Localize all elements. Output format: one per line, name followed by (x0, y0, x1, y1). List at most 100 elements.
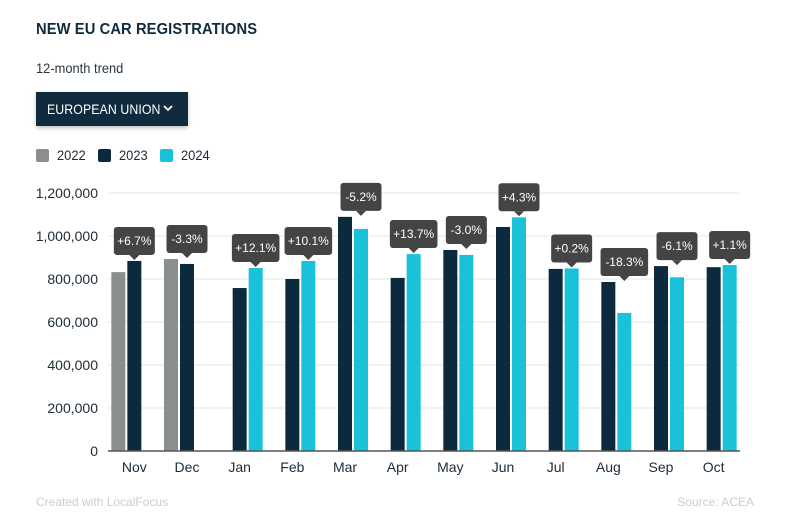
tooltip-arrow (566, 262, 577, 268)
tooltip-arrow (182, 253, 192, 259)
legend-item-2022[interactable]: 2022 (36, 147, 88, 163)
region-dropdown[interactable]: EUROPEAN UNION (36, 92, 188, 126)
legend-swatch-2024 (160, 148, 174, 162)
legend-item-2024[interactable]: 2024 (160, 147, 212, 163)
change-tooltip: -18.3% (600, 248, 649, 282)
tooltip-box (284, 226, 333, 255)
tooltip-box (113, 226, 155, 255)
region-dropdown-label: EUROPEAN UNION (47, 101, 161, 117)
source-text: Source: ACEA (677, 495, 754, 509)
bar-2024-jun[interactable] (512, 217, 526, 451)
tooltip-arrow (619, 276, 630, 282)
bars (111, 216, 737, 451)
credit-text: Created with LocalFocus (36, 495, 169, 509)
legend-swatch-2022 (36, 148, 49, 162)
bar-2023-nov[interactable] (127, 260, 142, 451)
bar-2023-jun[interactable] (496, 226, 510, 451)
bar-2024-apr[interactable] (406, 254, 421, 451)
tooltip-box (656, 232, 698, 261)
bar-2023-sep[interactable] (654, 266, 668, 451)
change-tooltip: -5.2% (340, 182, 382, 216)
tooltip-arrow (408, 248, 419, 254)
chart-subtitle: 12-month trend (36, 60, 124, 76)
tooltip-box (600, 248, 649, 277)
tooltip-label: +6.7% (117, 234, 152, 248)
bar-2024-sep[interactable] (670, 277, 684, 451)
y-tick-label: 200,000 (47, 400, 98, 416)
x-tick-label: Jul (547, 459, 565, 475)
legend-label-2024: 2024 (181, 147, 210, 163)
x-axis-ticks: Nov Dec Jan Feb Mar Apr May Jun Jul Aug Sep Oct (122, 459, 725, 475)
bar-2024-jan[interactable] (248, 268, 263, 451)
bar-2023-jul[interactable] (548, 268, 563, 451)
x-tick-label: Feb (280, 459, 304, 475)
x-tick-label: Dec (175, 459, 200, 475)
bar-2023-apr[interactable] (390, 277, 405, 451)
change-tooltips: +6.7% -3.3% +12.1% +10.1% -5.2% +13.7% -3.0% +4… (113, 182, 751, 282)
change-tooltip: +6.7% (113, 226, 155, 260)
change-tooltip: +10.1% (284, 226, 333, 260)
change-tooltip: +12.1% (231, 234, 280, 268)
bar-2024-jul[interactable] (564, 268, 579, 451)
change-tooltip: -3.0% (445, 215, 487, 249)
y-axis-ticks: 0 200,000 400,000 600,000 800,000 1,000,000 1,… (36, 185, 99, 459)
tooltip-arrow (303, 254, 314, 260)
bar-2024-may[interactable] (459, 254, 474, 451)
bar-2024-oct[interactable] (722, 265, 737, 451)
bar-2022-nov[interactable] (111, 272, 126, 451)
tooltip-arrow (672, 260, 682, 266)
x-tick-label: Jan (228, 459, 251, 475)
bar-2023-mar[interactable] (338, 216, 352, 451)
tooltip-label: +12.1% (235, 241, 276, 255)
tooltip-box (166, 225, 208, 254)
tooltip-arrow (724, 259, 735, 265)
legend-label-2022: 2022 (57, 147, 86, 163)
bar-2023-jan[interactable] (232, 288, 247, 451)
change-tooltip: +1.1% (709, 231, 751, 265)
tooltip-label: -3.3% (171, 232, 203, 246)
legend-swatch-2023 (98, 148, 112, 162)
x-tick-label: Jun (492, 459, 515, 475)
tooltip-box (551, 234, 593, 263)
bar-2024-feb[interactable] (301, 260, 316, 451)
bar-2023-aug[interactable] (601, 282, 616, 451)
tooltip-box (231, 234, 280, 263)
legend-item-2023[interactable]: 2023 (98, 147, 150, 163)
change-tooltip: +4.3% (498, 183, 540, 217)
tooltip-arrow (461, 243, 472, 249)
bar-2024-mar[interactable] (354, 228, 368, 451)
tooltip-arrow (514, 211, 524, 217)
bar-2023-oct[interactable] (706, 267, 721, 451)
y-tick-label: 400,000 (47, 357, 98, 373)
tooltip-label: +10.1% (288, 234, 329, 248)
tooltip-box (340, 182, 382, 211)
y-tick-label: 1,200,000 (36, 185, 98, 201)
tooltip-box (445, 215, 487, 244)
bar-2023-may[interactable] (443, 249, 458, 451)
bar-2023-feb[interactable] (285, 279, 300, 451)
x-tick-label: Aug (596, 459, 621, 475)
bar-2022-dec[interactable] (164, 259, 178, 451)
bar-2024-aug[interactable] (617, 312, 632, 451)
y-tick-label: 1,000,000 (36, 228, 98, 244)
tooltip-label: +13.7% (393, 227, 434, 241)
x-tick-label: Nov (122, 459, 147, 475)
chart-title: NEW EU CAR REGISTRATIONS (36, 21, 258, 38)
tooltip-arrow (250, 262, 261, 268)
y-tick-label: 0 (90, 443, 98, 459)
tooltip-box (389, 220, 438, 249)
tooltip-label: -3.0% (451, 223, 483, 237)
x-tick-label: Mar (333, 459, 357, 475)
bar-2023-dec[interactable] (180, 263, 194, 451)
change-tooltip: -6.1% (656, 232, 698, 266)
tooltip-label: +0.2% (554, 241, 589, 255)
legend: 2022 2023 2024 (36, 147, 222, 163)
tooltip-arrow (129, 254, 140, 260)
tooltip-label: +4.3% (502, 190, 537, 204)
change-tooltip: +0.2% (551, 234, 593, 268)
gridlines (108, 192, 740, 409)
x-tick-label: May (437, 459, 463, 475)
tooltip-label: -18.3% (605, 255, 643, 269)
legend-label-2023: 2023 (119, 147, 148, 163)
